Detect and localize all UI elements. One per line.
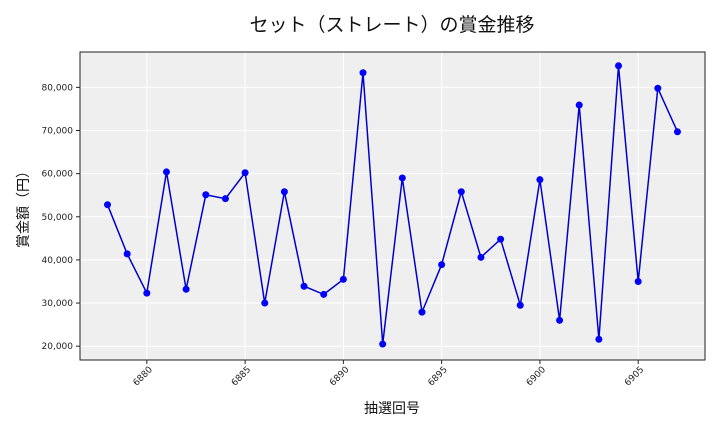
data-point [398,174,406,182]
data-point [241,169,249,177]
data-point [536,176,544,184]
y-axis-label: 賞金額（円） [16,164,32,248]
plot-area [80,52,705,360]
data-point [575,101,583,109]
data-point [379,340,387,348]
data-point [202,191,210,199]
y-axis-ticks: 20,000 30,000 40,000 50,000 60,000 70,000 80,0… [42,83,80,352]
data-point [261,299,269,307]
x-tick-label: 6880 [132,365,155,388]
x-tick-label: 6900 [525,365,548,388]
x-axis-label: 抽選回号 [364,401,420,417]
x-tick-label: 6895 [426,365,449,388]
data-point [438,261,446,269]
data-point [673,128,681,136]
data-point [339,275,347,283]
data-point [143,289,151,297]
x-tick-label: 6885 [230,365,253,388]
y-tick-label: 30,000 [42,299,74,309]
data-point [162,168,170,176]
data-point [595,335,603,343]
data-point [280,188,288,196]
x-tick-label: 6905 [623,365,646,388]
y-tick-label: 70,000 [42,127,74,137]
grid-lines [80,52,705,360]
data-point [615,62,623,70]
x-axis-ticks: 6880 6885 6890 6895 6900 6905 [132,360,646,388]
data-point [221,195,229,203]
data-point [497,235,505,243]
y-tick-label: 20,000 [42,342,74,352]
data-point [300,282,308,290]
data-point [359,69,367,77]
data-series-line [106,65,679,345]
y-tick-label: 80,000 [42,83,74,93]
y-tick-label: 50,000 [42,213,74,223]
data-point [477,253,485,261]
plot-frame [79,51,706,361]
data-point [556,316,564,324]
y-tick-label: 60,000 [42,170,74,180]
x-tick-label: 6890 [328,365,351,388]
data-point [182,285,190,293]
data-point [418,308,426,316]
data-point [104,201,112,209]
chart-title: セット（ストレート）の賞金推移 [249,14,534,36]
data-point [654,84,662,92]
data-point [457,188,465,196]
data-point [123,250,131,258]
data-point [516,301,524,309]
data-point [634,277,642,285]
data-point [320,290,328,298]
y-tick-label: 40,000 [42,256,74,266]
data-point-markers [104,62,681,348]
